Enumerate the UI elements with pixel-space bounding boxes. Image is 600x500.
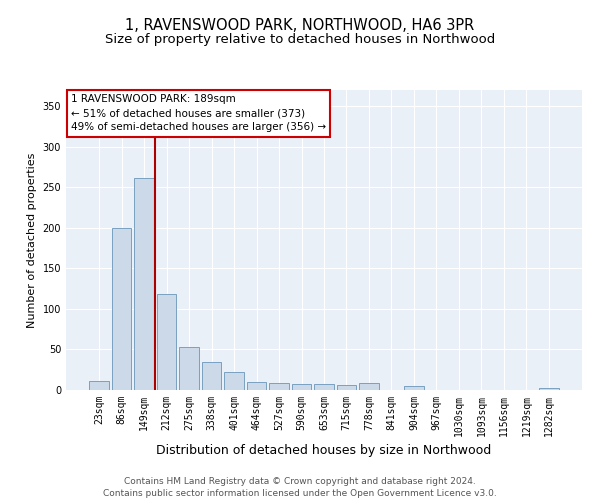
Bar [157, 294, 176, 390]
Text: 1 RAVENSWOOD PARK: 189sqm
← 51% of detached houses are smaller (373)
49% of semi: 1 RAVENSWOOD PARK: 189sqm ← 51% of detac… [71, 94, 326, 132]
Bar [247, 382, 266, 390]
Bar [359, 382, 379, 390]
Bar [134, 178, 154, 390]
Text: Contains HM Land Registry data © Crown copyright and database right 2024.
Contai: Contains HM Land Registry data © Crown c… [103, 476, 497, 498]
Bar [539, 388, 559, 390]
Bar [337, 385, 356, 390]
Bar [314, 384, 334, 390]
Bar [179, 347, 199, 390]
Y-axis label: Number of detached properties: Number of detached properties [27, 152, 37, 328]
Bar [404, 386, 424, 390]
X-axis label: Distribution of detached houses by size in Northwood: Distribution of detached houses by size … [157, 444, 491, 458]
Bar [269, 382, 289, 390]
Bar [224, 372, 244, 390]
Text: 1, RAVENSWOOD PARK, NORTHWOOD, HA6 3PR: 1, RAVENSWOOD PARK, NORTHWOOD, HA6 3PR [125, 18, 475, 32]
Text: Size of property relative to detached houses in Northwood: Size of property relative to detached ho… [105, 32, 495, 46]
Bar [112, 228, 131, 390]
Bar [292, 384, 311, 390]
Bar [202, 362, 221, 390]
Bar [89, 381, 109, 390]
